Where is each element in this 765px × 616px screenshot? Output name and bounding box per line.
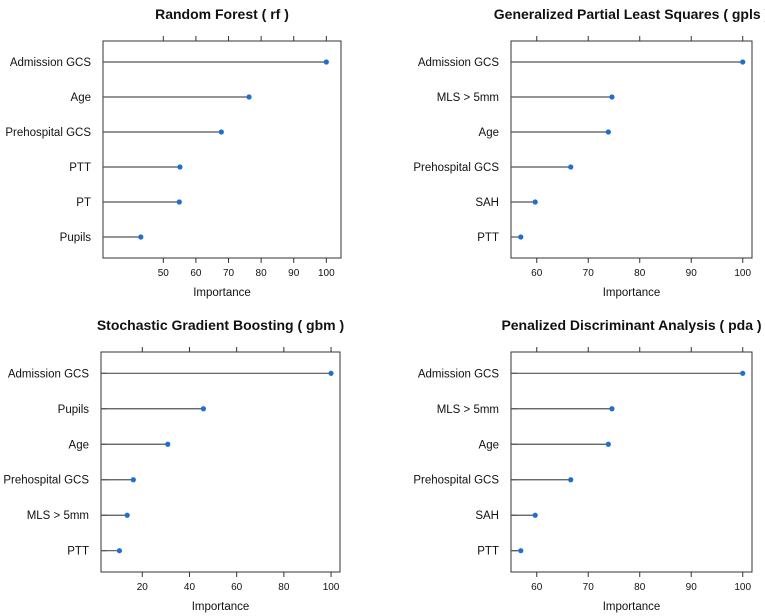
category-label: Prehospital GCS [3, 475, 89, 487]
importance-dot [609, 94, 615, 100]
chart-panel-3: Stochastic Gradient Boosting ( gbm ) 20 40… [3, 317, 344, 613]
category-label: Age [69, 439, 89, 451]
importance-dot [518, 548, 524, 554]
x-tick-label: 50 [158, 268, 170, 279]
x-axis-label: Importance [192, 601, 250, 613]
importance-dot [740, 370, 746, 376]
importance-dot [165, 441, 171, 447]
category-label: MLS > 5mm [437, 92, 499, 104]
chart-panel-2: Generalized Partial Least Squares ( gpls… [413, 6, 765, 299]
chart-title: Random Forest ( rf ) [155, 6, 289, 22]
category-label: Admission GCS [8, 368, 89, 380]
importance-dot [246, 94, 252, 100]
importance-dot [124, 512, 130, 518]
importance-dot [130, 477, 136, 483]
category-label: Age [479, 127, 499, 139]
category-label: PT [76, 197, 91, 209]
x-tick-label: 70 [583, 582, 595, 593]
plot-frame [100, 351, 341, 573]
category-label: Prehospital GCS [413, 162, 499, 174]
importance-dot [323, 59, 329, 65]
importance-dot [532, 199, 538, 205]
importance-dot [568, 477, 574, 483]
chart-title: Penalized Discriminant Analysis ( pda ) [501, 317, 761, 333]
category-label: Age [479, 439, 499, 451]
x-tick-label: 70 [223, 268, 235, 279]
importance-dot [218, 129, 224, 135]
x-axis-label: Importance [603, 601, 661, 613]
category-label: Age [71, 92, 91, 104]
x-tick-label: 60 [231, 582, 243, 593]
x-tick-label: 60 [531, 582, 543, 593]
chart-panel-4: Penalized Discriminant Analysis ( pda ) 6… [413, 317, 761, 613]
importance-dot [605, 441, 611, 447]
plot-frame [510, 351, 753, 573]
x-tick-label: 100 [734, 268, 751, 279]
chart-title: Generalized Partial Least Squares ( gpls… [494, 6, 765, 22]
x-axis-label: Importance [193, 287, 251, 299]
category-label: PTT [477, 546, 499, 558]
importance-dot [518, 234, 524, 240]
category-label: Pupils [58, 404, 90, 416]
importance-dot [138, 234, 144, 240]
category-label: SAH [475, 510, 499, 522]
plot-frame [510, 40, 753, 259]
category-label: Admission GCS [10, 57, 91, 69]
category-label: Prehospital GCS [5, 127, 91, 139]
chart-panel-1: Random Forest ( rf ) 50 60 70 80 90 100 Importa… [5, 6, 342, 299]
category-label: Admission GCS [418, 368, 499, 380]
importance-dot [740, 59, 746, 65]
x-tick-label: 80 [634, 582, 646, 593]
x-tick-label: 90 [686, 268, 698, 279]
x-tick-label: 80 [634, 268, 646, 279]
category-label: PTT [69, 162, 91, 174]
x-tick-label: 80 [256, 268, 268, 279]
importance-dot [177, 164, 183, 170]
importance-dot [609, 406, 615, 412]
category-label: Admission GCS [418, 57, 499, 69]
plot-frame [102, 40, 342, 259]
x-tick-label: 90 [288, 268, 300, 279]
x-tick-label: 100 [323, 582, 340, 593]
importance-dot [176, 199, 182, 205]
category-label: Pupils [60, 232, 92, 244]
importance-dot [328, 370, 334, 376]
importance-dot [605, 129, 611, 135]
x-tick-label: 70 [583, 268, 595, 279]
category-label: PTT [67, 546, 89, 558]
x-tick-label: 80 [278, 582, 290, 593]
importance-dot [532, 512, 538, 518]
importance-dot [200, 406, 206, 412]
x-axis-label: Importance [603, 287, 661, 299]
category-label: PTT [477, 232, 499, 244]
x-tick-label: 60 [190, 268, 202, 279]
chart-title: Stochastic Gradient Boosting ( gbm ) [97, 317, 344, 333]
importance-dot [568, 164, 574, 170]
x-tick-label: 90 [686, 582, 698, 593]
x-tick-label: 40 [184, 582, 196, 593]
importance-dot [116, 548, 123, 554]
category-label: SAH [475, 197, 499, 209]
x-tick-label: 20 [137, 582, 149, 593]
category-label: MLS > 5mm [437, 404, 499, 416]
x-tick-label: 60 [531, 268, 543, 279]
category-label: Prehospital GCS [413, 475, 499, 487]
x-tick-label: 100 [318, 268, 335, 279]
x-tick-label: 100 [734, 582, 751, 593]
category-label: MLS > 5mm [27, 510, 89, 522]
